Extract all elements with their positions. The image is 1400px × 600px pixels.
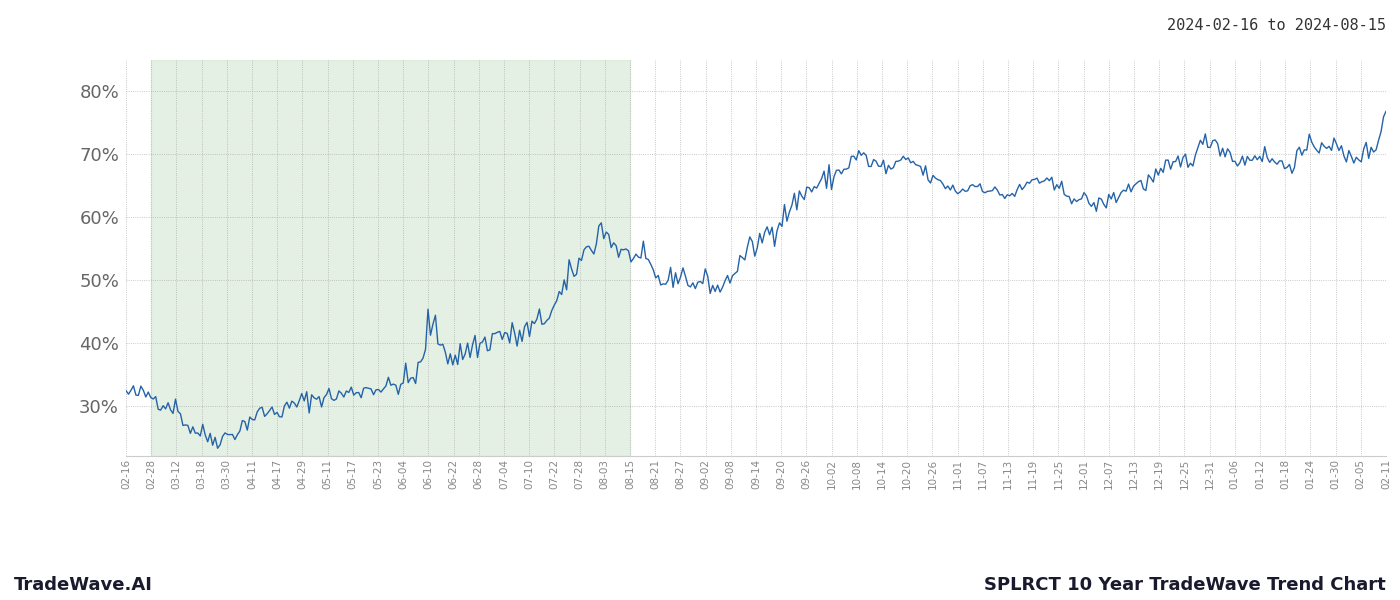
- Text: 2024-02-16 to 2024-08-15: 2024-02-16 to 2024-08-15: [1168, 18, 1386, 33]
- Text: SPLRCT 10 Year TradeWave Trend Chart: SPLRCT 10 Year TradeWave Trend Chart: [984, 576, 1386, 594]
- Text: TradeWave.AI: TradeWave.AI: [14, 576, 153, 594]
- Bar: [151, 60, 630, 456]
